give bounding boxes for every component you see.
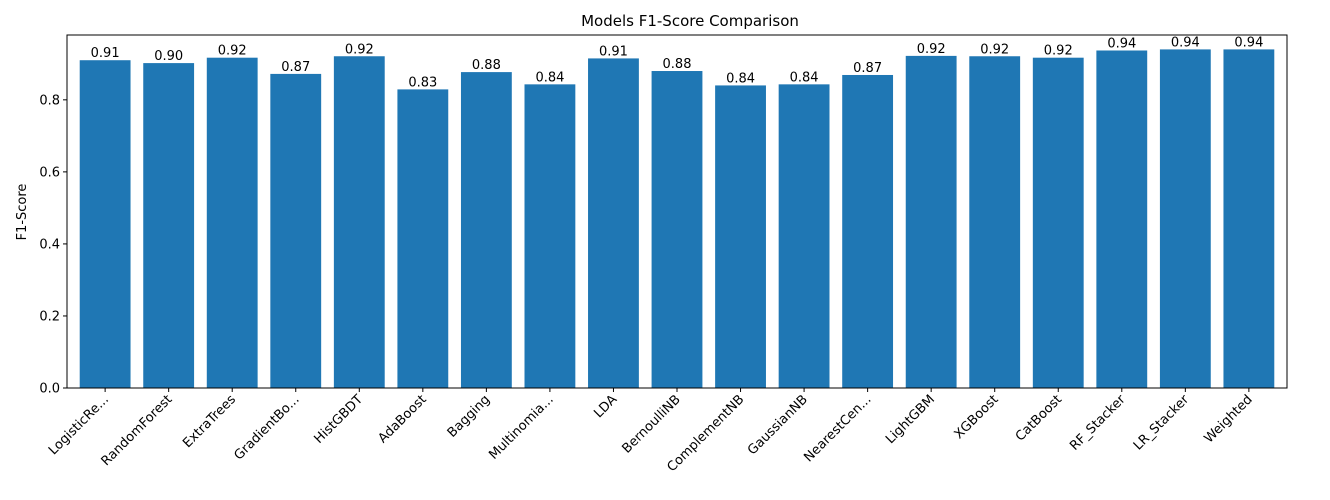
x-tick-label-9: BernoulliNB	[620, 392, 684, 456]
y-tick-label-1: 0.2	[39, 309, 60, 324]
value-label-7: 0.84	[535, 70, 564, 85]
x-tick-label-2: ExtraTrees	[180, 392, 239, 451]
y-axis: 0.0 0.2 0.4 0.6 0.8	[39, 93, 67, 397]
value-label-12: 0.87	[853, 61, 882, 76]
bar-7	[524, 84, 576, 388]
x-tick-label-0: LogisticRe...	[46, 392, 112, 458]
value-label-1: 0.90	[154, 49, 183, 64]
value-label-13: 0.92	[917, 42, 946, 57]
x-tick-label-4: HistGBDT	[312, 392, 367, 447]
y-tick-label-3: 0.6	[39, 165, 60, 180]
value-label-17: 0.94	[1171, 35, 1200, 50]
value-label-6: 0.88	[472, 58, 501, 73]
value-label-8: 0.91	[599, 44, 628, 59]
bar-3	[270, 73, 322, 388]
bar-6	[460, 72, 512, 389]
bar-15	[1032, 57, 1084, 388]
x-axis: LogisticRe...RandomForest ExtraTreesGradi…	[46, 388, 1256, 475]
value-label-5: 0.83	[408, 75, 437, 90]
value-labels-group: 0.91 0.90 0.92 0.87 0.92 0.83 0.88 0.84 0.91 0.88…	[91, 35, 1264, 90]
value-label-15: 0.92	[1044, 44, 1073, 59]
bar-14	[969, 56, 1021, 388]
value-label-10: 0.84	[726, 71, 755, 86]
x-tick-label-3: GradientBo...	[231, 392, 302, 463]
bar-5	[397, 89, 449, 389]
bar-8	[588, 58, 639, 388]
value-label-0: 0.91	[91, 46, 120, 61]
value-label-9: 0.88	[663, 57, 692, 72]
bars-group	[79, 49, 1275, 389]
bar-2	[206, 57, 258, 388]
x-tick-label-16: RF_Stacker	[1067, 392, 1129, 454]
value-label-18: 0.94	[1234, 35, 1263, 50]
x-tick-label-12: NearestCen...	[801, 392, 874, 465]
value-label-11: 0.84	[790, 70, 819, 85]
y-axis-label: F1-Score	[15, 184, 30, 241]
bar-12	[842, 74, 894, 388]
value-label-14: 0.92	[980, 42, 1009, 57]
x-tick-label-7: Multinomia...	[486, 392, 556, 462]
x-tick-label-8: LDA	[591, 392, 620, 421]
chart-title: Models F1-Score Comparison	[581, 12, 799, 30]
x-tick-label-18: Weighted	[1202, 392, 1256, 446]
value-label-2: 0.92	[218, 44, 247, 59]
y-tick-label-0: 0.0	[39, 382, 60, 397]
x-tick-label-6: Bagging	[445, 392, 493, 440]
y-tick-label-2: 0.4	[39, 237, 60, 252]
y-tick-label-4: 0.8	[39, 93, 60, 108]
value-label-3: 0.87	[281, 60, 310, 75]
bar-11	[778, 84, 830, 388]
bar-1	[143, 63, 195, 388]
x-tick-label-17: LR_Stacker	[1131, 392, 1193, 454]
x-tick-label-11: GaussianNB	[745, 392, 811, 458]
bar-10	[715, 85, 766, 388]
x-tick-label-13: LightGBM	[883, 392, 938, 447]
value-label-16: 0.94	[1107, 36, 1136, 51]
bar-13	[905, 55, 957, 388]
bar-18	[1223, 49, 1275, 388]
x-tick-label-15: CatBoost	[1013, 392, 1065, 444]
x-tick-label-14: XGBoost	[952, 392, 1002, 442]
value-label-4: 0.92	[345, 42, 374, 57]
plot-frame	[66, 34, 1288, 389]
bar-4	[333, 56, 385, 388]
bar-0	[79, 60, 131, 388]
x-tick-label-5: AdaBoost	[376, 392, 430, 446]
bar-9	[651, 71, 703, 388]
bar-16	[1096, 50, 1148, 389]
bar-17	[1159, 49, 1211, 388]
